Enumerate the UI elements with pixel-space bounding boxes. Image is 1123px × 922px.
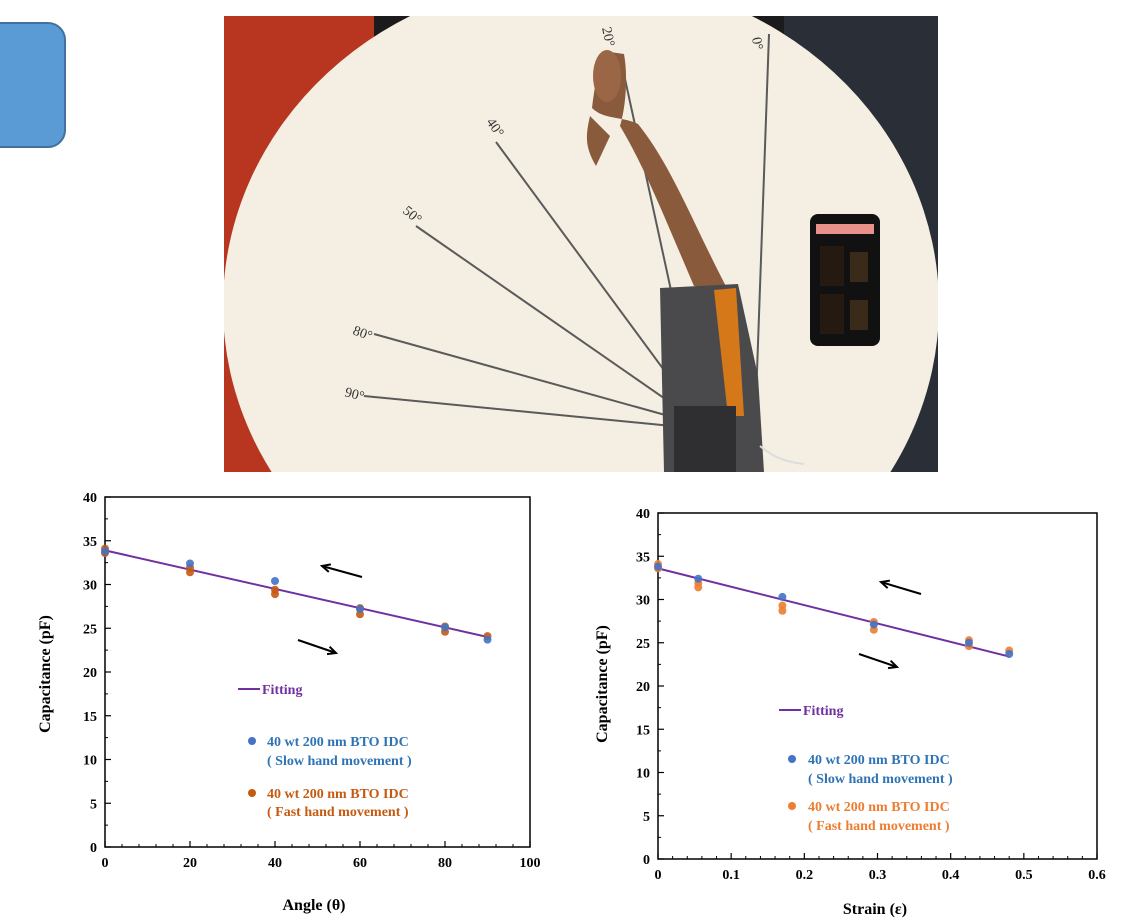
slow-point xyxy=(694,574,703,583)
y-axis-label: Capacitance (pF) xyxy=(594,625,611,743)
y-tick-label: 20 xyxy=(83,666,97,681)
fast-point xyxy=(271,590,279,599)
y-tick-label: 10 xyxy=(636,767,650,782)
fast-point xyxy=(694,583,703,592)
x-tick-label: 100 xyxy=(520,856,541,871)
x-tick-label: 80 xyxy=(438,856,452,871)
legend: Fitting 40 wt 200 nm BTO IDC ( Slow hand… xyxy=(238,683,412,820)
slow-point xyxy=(1005,649,1014,658)
y-tick-label: 15 xyxy=(636,723,650,738)
x-axis-label: Strain (ε) xyxy=(843,901,907,918)
legend-fast-label: 40 wt 200 nm BTO IDC xyxy=(808,800,950,815)
x-tick-label: 0.4 xyxy=(942,868,960,883)
y-tick-label: 5 xyxy=(90,797,97,812)
legend-fast-marker xyxy=(248,789,256,797)
y-tick-label: 35 xyxy=(83,535,97,550)
fast-point xyxy=(778,606,787,615)
x-tick-label: 0.1 xyxy=(722,868,740,883)
y-tick-label: 15 xyxy=(83,710,97,725)
blue-rounded-box xyxy=(0,22,66,148)
angle-mark-80: 80° xyxy=(351,324,375,345)
x-tick-label: 0.3 xyxy=(869,868,887,883)
slow-point xyxy=(356,605,364,613)
legend-slow-sublabel: ( Slow hand movement ) xyxy=(808,772,953,787)
legend-fast-marker xyxy=(788,802,796,810)
legend-slow-marker xyxy=(248,737,256,745)
x-tick-label: 0.5 xyxy=(1015,868,1033,883)
slow-point xyxy=(271,577,279,585)
direction-arrow-right xyxy=(297,639,337,654)
y-tick-label: 20 xyxy=(636,680,650,695)
capacitance-vs-strain-chart: Capacitance (pF) Strain (ε) Fitting 40 w… xyxy=(594,507,1106,918)
slow-point xyxy=(186,559,194,568)
forearm xyxy=(592,52,729,292)
direction-arrow-right-head xyxy=(887,659,900,670)
x-tick-label: 20 xyxy=(183,856,197,871)
x-tick-label: 60 xyxy=(353,856,367,871)
legend-fast-sublabel: ( Fast hand movement ) xyxy=(267,805,409,820)
legend-fast-sublabel: ( Fast hand movement ) xyxy=(808,819,950,834)
direction-arrow-right xyxy=(858,653,898,668)
y-tick-label: 40 xyxy=(83,491,97,506)
legend: Fitting 40 wt 200 nm BTO IDC ( Slow hand… xyxy=(779,704,953,834)
x-tick-label: 0.6 xyxy=(1088,868,1106,883)
y-tick-label: 30 xyxy=(636,594,650,609)
direction-arrow-left xyxy=(321,565,363,578)
angle-disc xyxy=(224,16,938,472)
slow-point xyxy=(483,635,492,644)
fitting-line xyxy=(104,549,488,638)
direction-arrow-right-head xyxy=(326,645,339,656)
direction-arrow-left-head xyxy=(878,579,891,589)
slow-point xyxy=(778,592,787,601)
fast-point xyxy=(186,568,194,577)
y-tick-label: 0 xyxy=(90,841,97,856)
angle-mark-90: 90° xyxy=(343,385,366,405)
legend-fast-label: 40 wt 200 nm BTO IDC xyxy=(267,787,409,802)
slow-point xyxy=(441,623,449,632)
y-tick-label: 0 xyxy=(643,853,650,868)
y-tick-label: 5 xyxy=(643,810,650,825)
fitting-line xyxy=(657,567,1010,658)
slow-point xyxy=(101,547,109,556)
slow-point xyxy=(654,562,662,571)
direction-arrow-left xyxy=(880,581,922,595)
capacitance-vs-angle-chart: Capacitance (pF) Angle (θ) Fitting 40 wt… xyxy=(37,491,541,914)
y-tick-label: 40 xyxy=(636,507,650,522)
legend-slow-sublabel: ( Slow hand movement ) xyxy=(267,754,412,769)
x-tick-label: 40 xyxy=(268,856,282,871)
legend-slow-marker xyxy=(788,755,796,763)
y-tick-label: 35 xyxy=(636,550,650,565)
legend-fit-label: Fitting xyxy=(262,683,302,698)
angle-mark-0: 0° xyxy=(748,36,765,51)
x-tick-label: 0 xyxy=(655,868,662,883)
slow-point xyxy=(869,620,878,629)
y-tick-label: 30 xyxy=(83,579,97,594)
legend-slow-label: 40 wt 200 nm BTO IDC xyxy=(267,735,409,750)
y-tick-label: 10 xyxy=(83,754,97,769)
y-tick-label: 25 xyxy=(636,637,650,652)
legend-slow-label: 40 wt 200 nm BTO IDC xyxy=(808,753,950,768)
angle-mark-20: 20° xyxy=(598,26,617,48)
y-axis-label: Capacitance (pF) xyxy=(37,615,54,733)
hand-angle-photo: 0° 20° 40° 50° 80° 90° xyxy=(224,16,938,472)
x-tick-label: 0 xyxy=(102,856,109,871)
slow-point xyxy=(964,638,973,647)
y-tick-label: 25 xyxy=(83,622,97,637)
x-axis-label: Angle (θ) xyxy=(282,897,345,914)
legend-fit-label: Fitting xyxy=(803,704,843,719)
direction-arrow-left-head xyxy=(319,563,332,573)
x-tick-label: 0.2 xyxy=(796,868,814,883)
